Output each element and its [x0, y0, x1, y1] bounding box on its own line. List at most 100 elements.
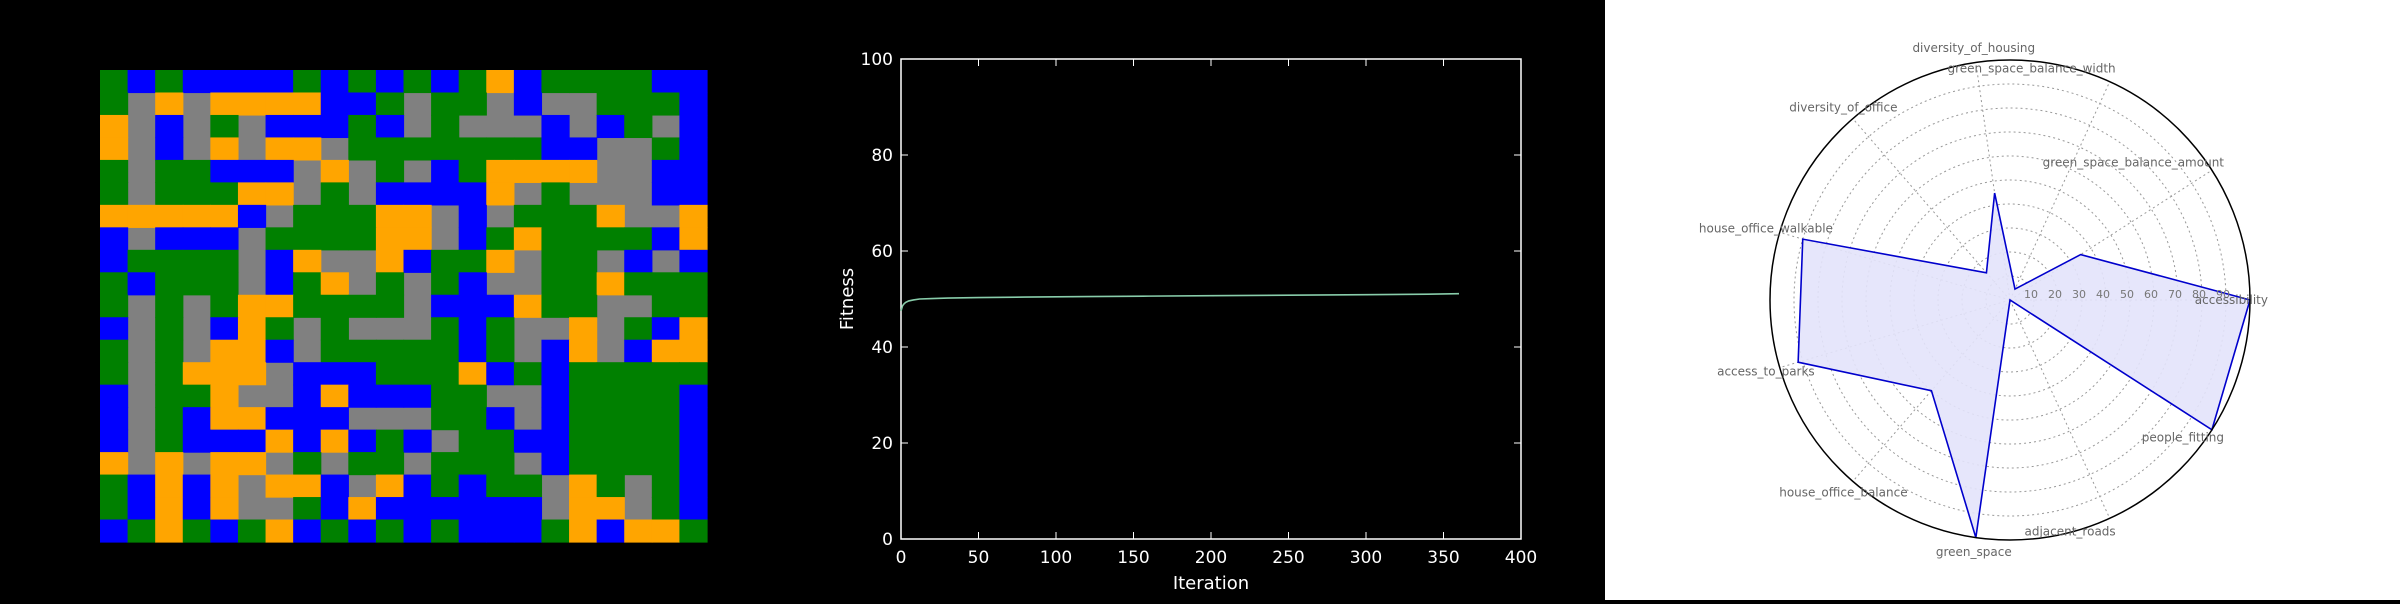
radial-tick-label: 60 [2144, 288, 2158, 301]
grid-cell [100, 429, 129, 453]
grid-cell [486, 452, 515, 476]
radial-tick-label: 10 [2024, 288, 2038, 301]
grid-cell [375, 114, 405, 139]
grid-cell [100, 272, 129, 296]
grid-cell [569, 362, 598, 386]
grid-cell [265, 339, 294, 363]
grid-cell [293, 92, 322, 116]
grid-cell [541, 227, 570, 251]
grid-map-panel [0, 0, 805, 600]
grid-cell [431, 114, 460, 139]
grid-cell [320, 204, 349, 228]
grid-cell [100, 362, 129, 386]
grid-cell [210, 339, 239, 363]
grid-cell [403, 249, 432, 273]
grid-cell [210, 137, 239, 161]
grid-cell [651, 92, 681, 116]
grid-cell [569, 159, 598, 183]
grid-cell [541, 429, 570, 453]
grid-cell [679, 429, 708, 453]
grid-cell [651, 182, 681, 206]
grid-cell [596, 474, 625, 498]
grid-cell [293, 204, 322, 228]
grid-cell [182, 429, 211, 453]
grid-cell [458, 137, 487, 161]
grid-cell [127, 204, 156, 228]
grid-cell [651, 452, 681, 476]
grid-cell [182, 227, 211, 251]
grid-cell [210, 114, 239, 139]
grid-cell [375, 182, 405, 206]
grid-cell [237, 92, 267, 116]
radar-axis-label: adjacent_roads [2024, 524, 2115, 538]
grid-cell [127, 474, 156, 498]
grid-cell [458, 70, 487, 94]
grid-cell [431, 70, 460, 94]
grid-cell [513, 362, 543, 386]
grid-cell [100, 294, 129, 318]
x-tick-label: 100 [1040, 548, 1072, 568]
grid-cell [182, 159, 211, 183]
grid-cell [624, 519, 653, 543]
grid-cell [100, 159, 129, 183]
grid-cell [458, 429, 487, 453]
grid-cell [320, 362, 349, 386]
grid-cell [513, 70, 543, 94]
grid-cell [210, 70, 239, 94]
grid-cell [486, 407, 515, 431]
grid-cell [210, 362, 239, 386]
grid-cell [237, 182, 267, 206]
grid-cell [486, 317, 515, 341]
grid-cell [458, 452, 487, 476]
grid-cell [679, 249, 708, 273]
grid-cell [679, 519, 708, 543]
grid-cell [320, 70, 349, 94]
grid-cell [348, 519, 377, 543]
grid-cell [182, 407, 211, 431]
grid-cell [375, 362, 405, 386]
grid-cell [569, 384, 598, 408]
grid-cell [624, 384, 653, 408]
grid-cell [320, 384, 349, 408]
grid-cell [100, 339, 129, 363]
grid-cell [182, 474, 211, 498]
grid-cell [100, 519, 129, 543]
grid-cell [569, 294, 598, 318]
grid-cell [431, 339, 460, 363]
grid-cell [155, 159, 184, 183]
grid-cell [127, 70, 156, 94]
grid-cell [569, 272, 598, 296]
grid-cell [375, 519, 405, 543]
radar-line [1797, 192, 2251, 538]
grid-cell [155, 227, 184, 251]
grid-cell [265, 92, 294, 116]
grid-cell [265, 317, 294, 341]
grid-cell [569, 519, 598, 543]
grid-cell [458, 159, 487, 183]
grid-cell [237, 429, 267, 453]
grid-cell [541, 362, 570, 386]
grid-cell [679, 182, 708, 206]
grid-cell [237, 452, 267, 476]
radial-tick-label: 40 [2096, 288, 2110, 301]
grid-cell [293, 137, 322, 161]
grid-cell [569, 137, 598, 161]
grid-cell [375, 339, 405, 363]
grid-cell [679, 474, 708, 498]
grid-cell [237, 294, 267, 318]
grid-cell [624, 92, 653, 116]
grid-cell [651, 272, 681, 296]
grid-cell [100, 137, 129, 161]
grid-cell [293, 362, 322, 386]
grid-cell [155, 474, 184, 498]
grid-cell [100, 70, 129, 94]
grid-cell [210, 159, 239, 183]
grid-cell [569, 339, 598, 363]
grid-cell [624, 317, 653, 341]
grid-cell [100, 182, 129, 206]
grid-cell [100, 317, 129, 341]
grid-cell [458, 317, 487, 341]
x-axis-label: Iteration [1173, 573, 1249, 594]
grid-cell [375, 92, 405, 116]
y-tick-label: 20 [871, 434, 893, 454]
